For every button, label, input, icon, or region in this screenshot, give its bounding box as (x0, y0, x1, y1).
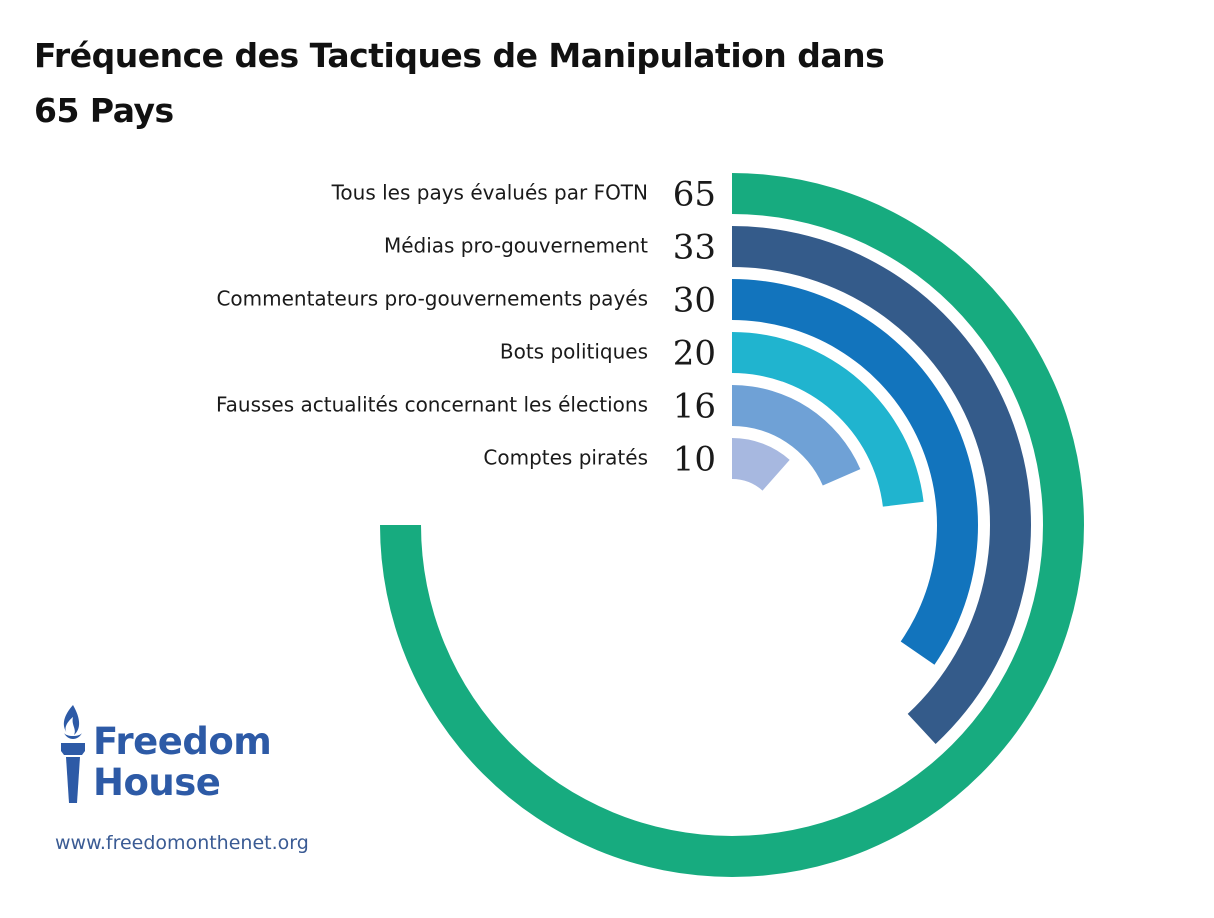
value-label-4: 16 (673, 387, 716, 427)
arc-bar-1 (732, 226, 1031, 744)
arc-bar-5 (732, 438, 790, 491)
value-label-1: 33 (673, 228, 716, 268)
arc-group (380, 173, 1084, 877)
website-url: www.freedomonthenet.org (55, 832, 309, 854)
value-label-0: 65 (673, 175, 716, 215)
torch-icon (61, 705, 85, 803)
arc-bar-4 (732, 385, 861, 486)
value-label-3: 20 (673, 334, 716, 374)
logo-line-2: House (93, 761, 221, 804)
arc-bar-2 (732, 279, 978, 665)
category-label-1: Médias pro-gouvernement (384, 234, 648, 258)
category-label-5: Comptes piratés (483, 446, 648, 470)
value-label-2: 30 (673, 281, 716, 321)
category-label-4: Fausses actualités concernant les électi… (216, 393, 648, 417)
arc-bar-3 (732, 332, 924, 507)
logo-line-1: Freedom (93, 720, 272, 763)
logo-wordmark: Freedom House (93, 720, 272, 804)
label-group: 65 Tous les pays évalués par FOTN 33 Médias… (216, 175, 716, 480)
category-label-3: Bots politiques (500, 340, 648, 364)
category-label-2: Commentateurs pro-gouvernements payés (216, 287, 648, 311)
freedom-house-logo: Freedom House (55, 703, 295, 813)
category-label-0: Tous les pays évalués par FOTN (331, 181, 648, 205)
arc-bar-0 (380, 173, 1084, 877)
value-label-5: 10 (673, 440, 716, 480)
chart-title: Fréquence des Tactiques de Manipulation … (34, 36, 885, 130)
